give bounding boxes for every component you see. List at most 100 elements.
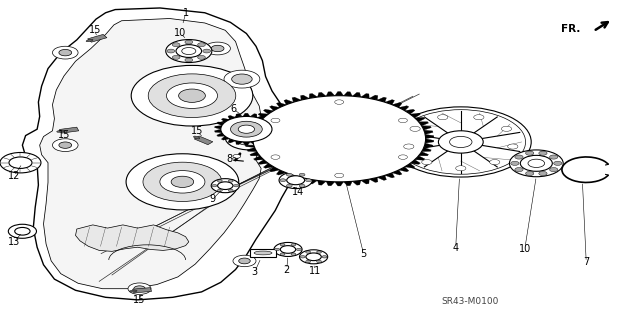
Polygon shape — [221, 136, 230, 140]
Text: 9: 9 — [209, 194, 216, 204]
Polygon shape — [40, 19, 268, 289]
Circle shape — [228, 189, 233, 192]
Polygon shape — [214, 126, 222, 129]
Circle shape — [160, 171, 205, 193]
Circle shape — [306, 251, 310, 253]
Circle shape — [126, 154, 239, 210]
Circle shape — [59, 142, 72, 148]
Circle shape — [306, 260, 310, 263]
Polygon shape — [301, 95, 309, 100]
Circle shape — [335, 173, 344, 178]
Polygon shape — [228, 139, 236, 143]
Polygon shape — [335, 182, 344, 186]
Polygon shape — [377, 175, 387, 180]
Polygon shape — [76, 225, 189, 251]
Polygon shape — [247, 147, 257, 152]
Circle shape — [305, 179, 312, 182]
Circle shape — [238, 125, 255, 133]
Text: 10: 10 — [174, 28, 187, 39]
Circle shape — [399, 118, 408, 123]
Circle shape — [422, 160, 432, 165]
Circle shape — [300, 119, 379, 159]
Circle shape — [550, 167, 558, 172]
Text: 15: 15 — [133, 295, 146, 305]
Circle shape — [508, 144, 518, 149]
Circle shape — [182, 48, 196, 55]
Circle shape — [218, 189, 222, 192]
Circle shape — [59, 49, 72, 56]
Polygon shape — [271, 129, 278, 133]
Circle shape — [52, 139, 78, 152]
Polygon shape — [284, 173, 294, 178]
Text: 7: 7 — [583, 257, 589, 267]
Circle shape — [224, 70, 260, 88]
Circle shape — [0, 152, 41, 173]
Circle shape — [166, 40, 212, 63]
Circle shape — [539, 151, 547, 155]
Circle shape — [404, 144, 414, 149]
Circle shape — [52, 46, 78, 59]
Circle shape — [322, 256, 327, 258]
Polygon shape — [257, 115, 265, 120]
Circle shape — [278, 108, 400, 169]
Circle shape — [172, 56, 180, 59]
Text: 6: 6 — [230, 104, 237, 114]
Polygon shape — [317, 181, 326, 185]
Circle shape — [306, 253, 321, 261]
Circle shape — [280, 253, 285, 256]
Polygon shape — [269, 106, 280, 111]
Polygon shape — [243, 142, 250, 145]
Polygon shape — [425, 139, 434, 143]
Circle shape — [248, 124, 271, 136]
Polygon shape — [250, 141, 257, 145]
Circle shape — [520, 155, 552, 171]
Polygon shape — [264, 163, 274, 168]
Circle shape — [299, 173, 305, 176]
Polygon shape — [361, 93, 369, 98]
Circle shape — [9, 157, 32, 168]
Polygon shape — [301, 177, 309, 182]
Polygon shape — [419, 152, 429, 156]
Polygon shape — [228, 115, 236, 120]
Circle shape — [286, 184, 292, 187]
Polygon shape — [344, 181, 352, 186]
Ellipse shape — [57, 130, 64, 132]
Polygon shape — [352, 93, 361, 97]
Polygon shape — [88, 34, 107, 42]
Circle shape — [234, 184, 239, 187]
Polygon shape — [250, 114, 257, 118]
Text: 15: 15 — [191, 126, 204, 137]
Polygon shape — [399, 106, 409, 111]
Circle shape — [539, 171, 547, 175]
Polygon shape — [268, 122, 276, 126]
Circle shape — [148, 74, 236, 117]
Circle shape — [176, 45, 202, 57]
Polygon shape — [292, 175, 301, 180]
Polygon shape — [326, 92, 335, 96]
Ellipse shape — [129, 290, 137, 292]
Circle shape — [8, 224, 36, 238]
Circle shape — [490, 160, 500, 165]
Circle shape — [271, 155, 280, 160]
Polygon shape — [245, 130, 255, 134]
Polygon shape — [236, 141, 243, 145]
Polygon shape — [253, 156, 264, 160]
Polygon shape — [425, 134, 434, 139]
Polygon shape — [404, 109, 415, 114]
Polygon shape — [257, 139, 265, 143]
Circle shape — [221, 116, 272, 142]
Circle shape — [449, 137, 472, 148]
Polygon shape — [258, 113, 268, 118]
Circle shape — [300, 250, 328, 264]
Polygon shape — [369, 95, 378, 100]
Polygon shape — [245, 143, 255, 147]
Circle shape — [280, 246, 296, 253]
Circle shape — [456, 166, 466, 171]
Polygon shape — [309, 179, 317, 184]
Circle shape — [299, 184, 305, 187]
Polygon shape — [385, 173, 394, 178]
Circle shape — [280, 243, 285, 246]
Circle shape — [525, 151, 534, 155]
Circle shape — [198, 43, 205, 47]
Circle shape — [172, 43, 180, 47]
